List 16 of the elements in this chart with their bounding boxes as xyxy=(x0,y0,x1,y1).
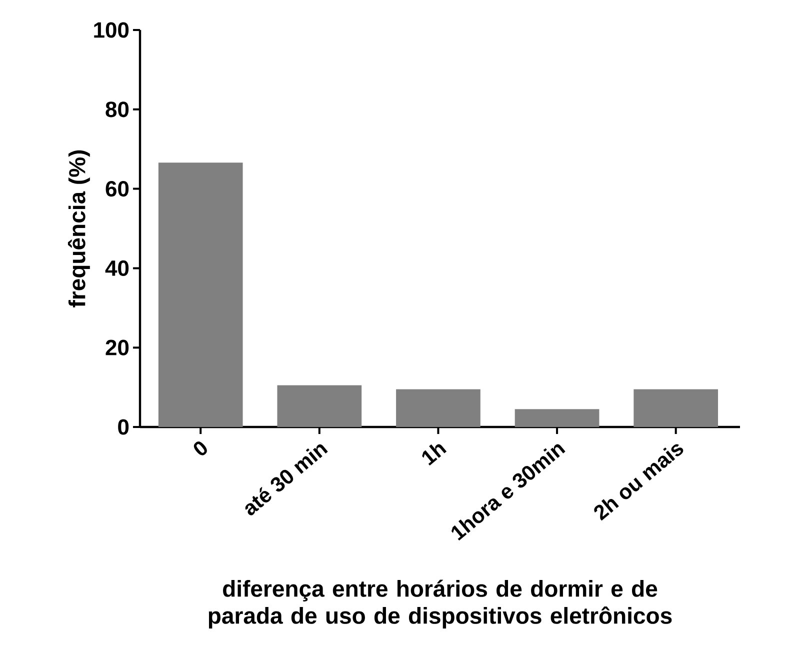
y-tick-label: 40 xyxy=(105,260,129,276)
x-tick-label: 0 xyxy=(194,442,207,456)
y-tick-label: 60 xyxy=(106,181,129,197)
y-tick-label: 20 xyxy=(106,340,129,356)
bar xyxy=(514,409,600,427)
y-axis-title: frequência (%) xyxy=(68,150,90,308)
y-tick-label: 100 xyxy=(94,22,129,38)
bar xyxy=(634,389,718,427)
x-axis-title: diferença entre horários de dormir e de parada de uso de dispositivos eletrônicos xyxy=(208,580,672,628)
bar xyxy=(396,389,480,427)
x-tick-label: até 30 min xyxy=(245,444,328,516)
y-tick-label: 80 xyxy=(106,102,129,118)
x-tick-label: 1h xyxy=(422,444,447,466)
bar xyxy=(158,162,243,427)
bar xyxy=(277,385,362,427)
y-tick-label: 0 xyxy=(118,419,129,435)
